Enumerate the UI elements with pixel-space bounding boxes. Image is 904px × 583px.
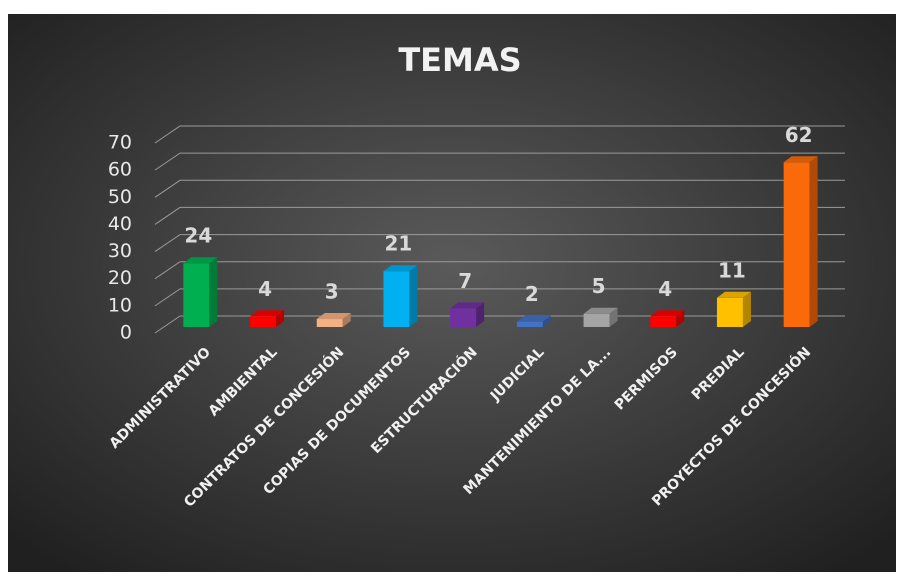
data-label: 7 bbox=[458, 269, 472, 293]
bar-side bbox=[342, 313, 351, 327]
y-tick-label: 70 bbox=[108, 132, 132, 154]
bar-top bbox=[716, 291, 751, 298]
bar-side bbox=[809, 156, 818, 327]
bar bbox=[383, 271, 410, 327]
bar-top bbox=[450, 302, 485, 309]
bar-side bbox=[209, 257, 218, 327]
grid-line bbox=[154, 261, 845, 280]
bar bbox=[716, 297, 743, 327]
grid-line bbox=[154, 125, 845, 144]
bar-side bbox=[276, 310, 285, 327]
grid-line bbox=[154, 206, 845, 225]
y-tick-label: 10 bbox=[108, 294, 132, 316]
bar-side bbox=[676, 310, 685, 327]
y-tick-label: 60 bbox=[108, 159, 132, 181]
y-tick-label: 40 bbox=[108, 213, 132, 235]
bar bbox=[183, 263, 210, 327]
bar-top bbox=[783, 156, 818, 163]
data-label: 11 bbox=[718, 258, 746, 282]
bar-top bbox=[650, 310, 685, 317]
bar-top bbox=[516, 315, 551, 322]
grid-line bbox=[154, 315, 845, 334]
bar-top bbox=[183, 257, 218, 264]
bar-side bbox=[609, 307, 618, 327]
bar bbox=[583, 313, 610, 327]
chart-background bbox=[8, 14, 896, 572]
data-label: 4 bbox=[658, 277, 672, 301]
data-label: 21 bbox=[385, 232, 413, 256]
data-label: 24 bbox=[184, 224, 212, 248]
grid-line bbox=[154, 234, 845, 252]
bar-top bbox=[316, 313, 351, 320]
bar-top bbox=[383, 265, 418, 272]
grid-line bbox=[154, 152, 845, 171]
bar-side bbox=[542, 315, 551, 327]
bar-side bbox=[409, 265, 418, 327]
data-label: 62 bbox=[785, 123, 813, 147]
chart-title: TEMAS bbox=[398, 41, 521, 79]
bar-side bbox=[742, 291, 751, 327]
bar-top bbox=[250, 310, 285, 317]
data-label: 3 bbox=[325, 280, 339, 304]
y-tick-label: 30 bbox=[108, 240, 132, 262]
bar bbox=[516, 321, 543, 327]
bar bbox=[316, 319, 343, 327]
bar bbox=[250, 316, 277, 327]
y-tick-label: 50 bbox=[108, 186, 132, 208]
data-label: 2 bbox=[525, 282, 539, 306]
bar bbox=[783, 162, 810, 327]
bar bbox=[650, 316, 677, 327]
y-tick-label: 0 bbox=[120, 322, 132, 344]
y-tick-label: 20 bbox=[108, 267, 132, 289]
data-label: 4 bbox=[258, 277, 272, 301]
bar-side bbox=[476, 302, 485, 327]
bar-top bbox=[583, 307, 618, 314]
data-label: 5 bbox=[592, 274, 606, 298]
bar bbox=[450, 308, 477, 327]
grid-line bbox=[154, 179, 845, 198]
grid-line bbox=[154, 288, 845, 307]
